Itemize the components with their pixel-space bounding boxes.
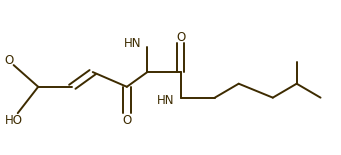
Text: HO: HO <box>5 114 23 127</box>
Text: O: O <box>4 54 14 67</box>
Text: O: O <box>176 31 186 44</box>
Text: HN: HN <box>124 37 142 50</box>
Text: HN: HN <box>157 94 174 107</box>
Text: O: O <box>122 114 132 127</box>
